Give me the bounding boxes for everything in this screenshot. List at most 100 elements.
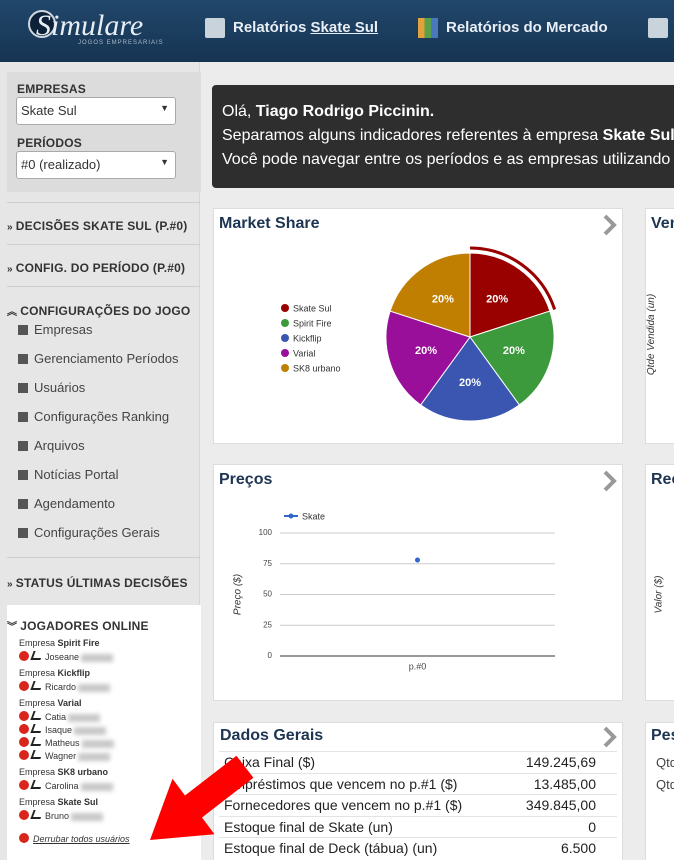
icon <box>205 18 225 38</box>
period-select[interactable]: #0 (realizado) ▼ <box>16 151 176 179</box>
company-select[interactable]: Skate Sul ▼ <box>16 97 176 125</box>
menu-item[interactable]: Usuários <box>18 380 85 395</box>
people-card: Pes Qtd Qtd <box>645 722 674 860</box>
player-row: Joseane <box>19 651 114 662</box>
separator <box>7 286 200 287</box>
card-title: Dados Gerais <box>220 727 324 744</box>
row-line <box>219 815 617 817</box>
card-title: Preços <box>219 471 272 488</box>
menu-label: Arquivos <box>34 438 85 453</box>
company-row: Empresa Varial <box>19 698 82 708</box>
menu-label: Usuários <box>34 380 86 395</box>
menu-item[interactable]: Empresas <box>18 322 93 337</box>
card-chevron <box>603 214 617 236</box>
icon <box>18 412 28 422</box>
company: SK8 urbano <box>57 767 109 777</box>
menu-item[interactable]: Configurações Gerais <box>18 525 160 540</box>
row-line <box>219 837 617 838</box>
menu-item[interactable]: Gerenciamento Períodos <box>18 351 179 366</box>
player: Wagner <box>45 751 77 761</box>
section-title: JOGADORES ONLINE <box>20 619 149 633</box>
row-value: 6.500 <box>560 840 596 856</box>
kick-icon[interactable] <box>19 810 29 820</box>
player-row: Ricardo <box>19 681 111 692</box>
menu-item[interactable]: Arquivos <box>18 438 85 453</box>
player: Joseane <box>45 652 80 662</box>
separator <box>7 244 200 245</box>
menu-item[interactable]: Notícias Portal <box>18 467 119 482</box>
chevron: ︽ <box>7 307 18 318</box>
row-label: Fornecedores que vencem no p.#1 ($) <box>224 797 463 813</box>
row-value: 13.485,00 <box>533 775 596 792</box>
chevron: » <box>7 264 13 275</box>
legend-swatch <box>281 349 289 357</box>
red-arrow <box>150 755 254 840</box>
nav-market-reports[interactable]: Relatórios do Mercado <box>446 19 608 36</box>
select-value: Skate Sul <box>21 103 77 118</box>
legend-swatch <box>288 513 294 519</box>
slice-label: 20% <box>432 294 454 306</box>
player: Matheus <box>45 738 80 748</box>
kick-icon[interactable] <box>19 651 29 661</box>
pie-slice <box>469 310 555 406</box>
player-row: Wagner <box>19 750 111 761</box>
kick-icon[interactable] <box>19 737 29 747</box>
menu-section[interactable]: ︽ CONFIGURAÇÕES DO JOGO <box>7 303 190 318</box>
player-row: Bruno <box>19 810 104 821</box>
chevron: ︾ <box>7 622 18 633</box>
menu-section[interactable]: » DECISÕES SKATE SUL (P.#0) <box>7 219 187 233</box>
general-data-card: Dados Gerais Caixa Final ($) 149.245,69 Em… <box>213 722 623 860</box>
y-tick-label: 100 <box>259 528 273 537</box>
icon <box>18 325 28 335</box>
kick-icon[interactable] <box>19 750 29 760</box>
menu-item[interactable]: Agendamento <box>18 496 115 511</box>
redacted <box>68 713 101 722</box>
icon <box>18 354 28 364</box>
legend-label: Skate Sul <box>293 303 332 313</box>
menu-section[interactable]: » CONFIG. DO PERÍODO (P.#0) <box>7 261 185 275</box>
logo-subtitle: JOGOS EMPRESARIAIS <box>78 40 164 46</box>
kick-icon[interactable] <box>19 711 29 721</box>
slice-label: 20% <box>415 345 437 357</box>
header: Simulare JOGOS EMPRESARIAIS Relatórios S… <box>0 0 674 62</box>
kick-icon[interactable] <box>19 724 29 734</box>
redacted <box>78 752 111 761</box>
legend-swatch <box>281 364 289 372</box>
welcome-message: Olá, Tiago Rodrigo Piccinin. Separamos a… <box>212 85 674 188</box>
player-row: Isaque <box>19 724 107 735</box>
y-axis-label: Preço ($) <box>233 574 244 615</box>
row-label: Estoque final de Skate (un) <box>224 818 393 835</box>
logo[interactable]: Simulare <box>36 9 144 42</box>
row-line <box>219 751 617 752</box>
row-value: 349.845,00 <box>525 797 596 813</box>
legend-swatch <box>281 319 289 327</box>
redacted <box>80 782 113 791</box>
menu-label: Notícias Portal <box>34 467 119 482</box>
company: Skate Sul <box>57 797 99 807</box>
icon <box>648 18 668 38</box>
pie-slice <box>389 252 471 338</box>
legend-label: Kickflip <box>293 333 322 343</box>
legend-label: Spirit Fire <box>293 318 332 328</box>
legend-label: Skate <box>302 511 325 521</box>
legend-label: SK8 urbano <box>293 363 341 373</box>
slice-highlight <box>469 246 557 310</box>
row-label: Caixa Final ($) <box>224 754 316 770</box>
line: Olá, Tiago Rodrigo Piccinin. <box>222 100 674 124</box>
legend-swatch <box>281 304 289 312</box>
y-tick-label: 50 <box>263 590 272 599</box>
prefix: Empresa <box>19 638 56 648</box>
kick-icon[interactable] <box>19 681 29 691</box>
select-value: #0 (realizado) <box>21 157 101 172</box>
chevron: » <box>7 222 13 233</box>
prefix: Empresa <box>19 698 56 708</box>
menu-section[interactable]: » STATUS ÚLTIMAS DECISÕES <box>7 576 188 590</box>
drop-all[interactable]: Derrubar todos usuários <box>19 833 130 844</box>
menu-label: Configurações Ranking <box>34 409 170 424</box>
kick-icon[interactable] <box>19 780 29 790</box>
row-line <box>219 772 617 774</box>
company-row: Empresa Spirit Fire <box>19 638 100 648</box>
player-row: Catia <box>19 711 101 722</box>
menu-item[interactable]: Configurações Ranking <box>18 409 169 424</box>
nav-company-reports[interactable]: Relatórios Skate Sul <box>233 19 378 36</box>
